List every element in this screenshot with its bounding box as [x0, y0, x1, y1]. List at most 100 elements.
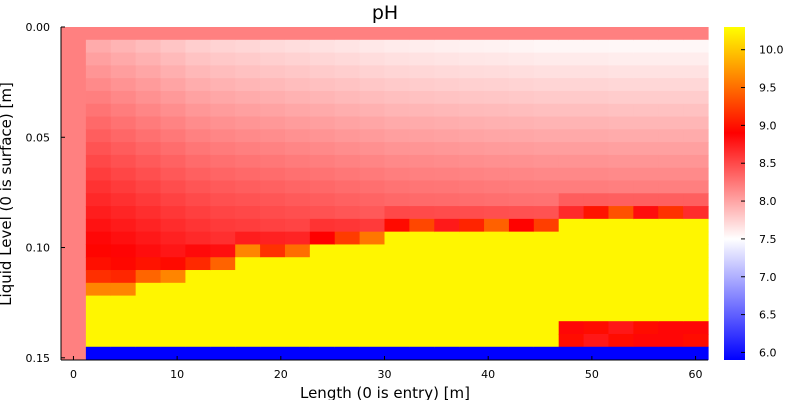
heatmap-cell — [583, 321, 610, 335]
heatmap-cell — [334, 129, 361, 143]
heatmap-cell — [85, 180, 112, 194]
heatmap-cell — [533, 103, 560, 118]
heatmap-cell — [608, 206, 634, 220]
heatmap-cell — [508, 129, 535, 143]
heatmap-cell — [235, 65, 261, 79]
heatmap-cell — [160, 129, 187, 143]
heatmap-cell — [384, 270, 410, 284]
heatmap-cell — [608, 90, 634, 105]
heatmap-cell — [359, 257, 386, 271]
heatmap-cell — [508, 321, 535, 335]
heatmap-cell — [359, 231, 386, 246]
heatmap-cell — [185, 167, 211, 182]
heatmap-cell — [260, 244, 286, 258]
heatmap-cell — [61, 295, 87, 309]
heatmap-cell — [85, 270, 112, 284]
heatmap-cell — [284, 78, 311, 92]
heatmap-cell — [160, 231, 187, 246]
heatmap-cell — [683, 154, 709, 169]
heatmap-cell — [608, 167, 634, 182]
heatmap-cell — [533, 282, 560, 297]
heatmap-cell — [384, 180, 410, 194]
heatmap-cell — [235, 52, 261, 66]
colorbar-tick-label: 6.5 — [759, 309, 777, 322]
heatmap-cell — [508, 180, 535, 194]
heatmap-cell — [533, 270, 560, 284]
heatmap-cell — [160, 193, 187, 207]
heatmap-cell — [235, 270, 261, 284]
heatmap-cell — [683, 231, 709, 246]
heatmap-cell — [484, 78, 510, 92]
heatmap-cell — [260, 308, 286, 322]
heatmap-cell — [558, 193, 585, 207]
heatmap-cell — [309, 244, 336, 258]
heatmap-cell — [683, 65, 709, 79]
heatmap-cell — [533, 52, 560, 66]
heatmap-cell — [583, 180, 610, 194]
heatmap-cell — [409, 27, 435, 41]
heatmap-cell — [85, 218, 112, 233]
heatmap-cell — [484, 39, 510, 54]
heatmap-cells — [61, 27, 709, 361]
heatmap-cell — [583, 167, 610, 182]
heatmap-cell — [658, 39, 684, 54]
heatmap-cell — [608, 321, 634, 335]
heatmap-cell — [235, 129, 261, 143]
heatmap-cell — [434, 103, 460, 118]
heatmap-cell — [284, 333, 311, 348]
heatmap-cell — [558, 90, 585, 105]
heatmap-cell — [409, 103, 435, 118]
heatmap-cell — [284, 52, 311, 66]
heatmap-cell — [608, 180, 634, 194]
heatmap-cell — [210, 321, 236, 335]
heatmap-cell — [135, 257, 162, 271]
heatmap-cell — [583, 103, 610, 118]
heatmap-cell — [110, 333, 137, 348]
colorbar-ticks: 6.0 6.5 7.0 7.5 8.0 8.5 9.0 9.5 10.0 — [741, 44, 784, 359]
heatmap-cell — [384, 231, 410, 246]
heatmap-cell — [210, 52, 236, 66]
heatmap-cell — [533, 180, 560, 194]
heatmap-cell — [384, 39, 410, 54]
heatmap-cell — [309, 218, 336, 233]
heatmap-cell — [185, 346, 211, 361]
heatmap-cell — [260, 231, 286, 246]
heatmap-cell — [359, 39, 386, 54]
heatmap-cell — [508, 154, 535, 169]
heatmap-cell — [235, 27, 261, 41]
heatmap-cell — [508, 167, 535, 182]
heatmap-cell — [409, 129, 435, 143]
heatmap-cell — [533, 244, 560, 258]
heatmap-cell — [633, 167, 659, 182]
heatmap-cell — [334, 257, 361, 271]
heatmap-cell — [508, 257, 535, 271]
heatmap-cell — [484, 244, 510, 258]
heatmap-cell — [185, 206, 211, 220]
heatmap-cell — [61, 65, 87, 79]
heatmap-cell — [384, 116, 410, 130]
heatmap-cell — [508, 103, 535, 118]
heatmap-cell — [658, 142, 684, 156]
heatmap-cell — [284, 257, 311, 271]
heatmap-cell — [434, 270, 460, 284]
heatmap-cell — [135, 308, 162, 322]
heatmap-cell — [533, 346, 560, 361]
heatmap-cell — [459, 39, 485, 54]
heatmap-cell — [135, 193, 162, 207]
heatmap-cell — [533, 193, 560, 207]
heatmap-cell — [135, 90, 162, 105]
heatmap-cell — [583, 206, 610, 220]
heatmap-cell — [61, 321, 87, 335]
heatmap-cell — [633, 244, 659, 258]
heatmap-cell — [633, 193, 659, 207]
heatmap-cell — [210, 295, 236, 309]
heatmap-cell — [110, 103, 137, 118]
heatmap-cell — [260, 167, 286, 182]
heatmap-cell — [110, 90, 137, 105]
x-axis-ticks: 0 10 20 30 40 50 60 — [70, 356, 703, 381]
heatmap-cell — [434, 180, 460, 194]
heatmap-cell — [85, 167, 112, 182]
heatmap-cell — [160, 346, 187, 361]
heatmap-cell — [658, 257, 684, 271]
heatmap-cell — [334, 218, 361, 233]
